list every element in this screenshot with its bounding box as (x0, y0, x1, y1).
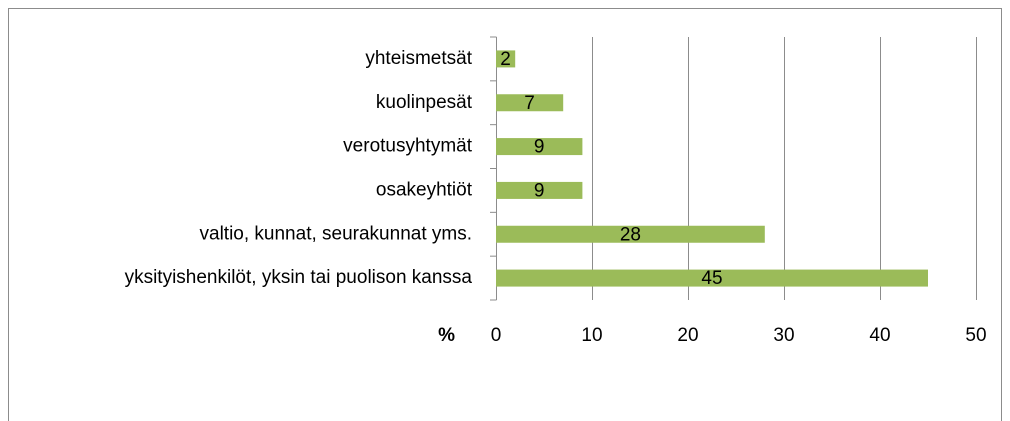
y-tick-label: osakeyhtiöt (376, 179, 473, 200)
x-tick-label: 50 (965, 325, 986, 346)
y-tick-label: yksityishenkilöt, yksin tai puolison kan… (125, 267, 473, 288)
bar (496, 50, 516, 68)
bar (496, 181, 583, 199)
x-axis-label: % (438, 325, 455, 346)
data-label: 45 (701, 268, 722, 289)
x-tick-label: 20 (677, 325, 698, 346)
data-label: 9 (534, 180, 545, 201)
x-tick-label: 10 (581, 325, 602, 346)
y-tick-label: valtio, kunnat, seurakunnat yms. (200, 223, 472, 244)
data-label: 7 (524, 93, 535, 114)
y-tick-label: kuolinpesät (376, 92, 473, 113)
bar (496, 269, 928, 287)
data-label: 2 (500, 49, 511, 70)
chart-frame (8, 8, 1002, 421)
bar (496, 94, 564, 112)
x-tick-label: 30 (773, 325, 794, 346)
y-tick-label: yhteismetsät (365, 48, 472, 69)
bar (496, 138, 583, 156)
y-tick-label: verotusyhtymät (343, 136, 473, 157)
bar (496, 225, 765, 243)
x-tick-label: 0 (491, 325, 502, 346)
data-label: 9 (534, 137, 545, 158)
data-label: 28 (620, 224, 641, 245)
x-tick-label: 40 (869, 325, 890, 346)
